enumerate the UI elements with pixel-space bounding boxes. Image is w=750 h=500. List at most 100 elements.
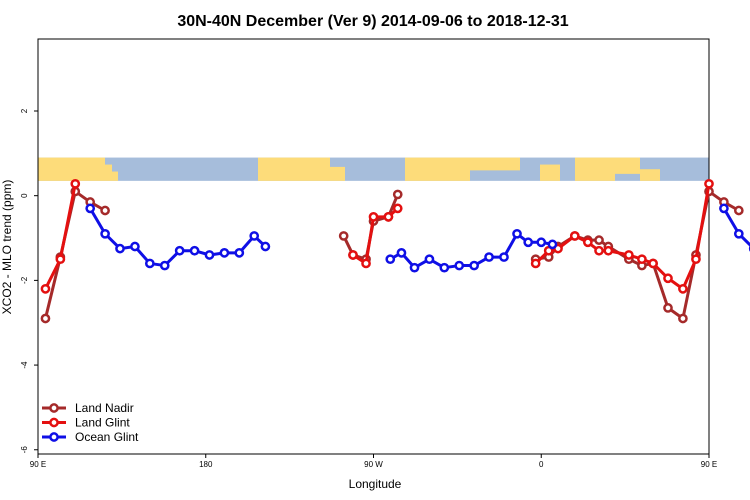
data-point: [219, 248, 230, 258]
series-line: [44, 183, 77, 290]
data-point: [648, 258, 658, 269]
series-line: [535, 189, 740, 320]
data-point: [234, 248, 245, 258]
data-point: [582, 237, 593, 248]
data-point: [392, 203, 403, 214]
data-point: [409, 262, 420, 273]
data-point: [469, 260, 479, 271]
data-point: [719, 203, 729, 214]
legend-item: Land Nadir: [42, 401, 134, 415]
data-point: [624, 250, 634, 260]
data-point: [70, 178, 81, 189]
map-land: [575, 157, 615, 181]
data-point: [499, 252, 509, 262]
data-point: [663, 273, 673, 284]
data-point: [338, 231, 349, 241]
legend-label: Ocean Glint: [75, 430, 139, 444]
data-point: [40, 283, 51, 294]
data-point: [663, 303, 673, 313]
y-axis: 2 0 -2 -4 -6: [20, 108, 38, 453]
series-ocean-glint: [85, 203, 750, 273]
data-point: [637, 254, 647, 265]
data-point: [159, 260, 170, 271]
y-tick-label: -2: [20, 276, 29, 284]
data-point: [130, 241, 140, 252]
data-point: [678, 283, 688, 294]
data-point: [100, 205, 110, 216]
data-point: [361, 258, 371, 269]
data-point: [385, 254, 396, 265]
series-line: [43, 189, 106, 319]
map-land: [470, 157, 520, 171]
data-point: [249, 231, 260, 241]
legend-marker: [49, 417, 59, 428]
data-point: [115, 243, 125, 254]
chart-title: 30N-40N December (Ver 9) 2014-09-06 to 2…: [177, 13, 568, 30]
data-point: [40, 313, 51, 324]
map-land: [540, 164, 560, 181]
data-point: [512, 228, 522, 239]
map-land: [105, 164, 112, 181]
x-tick-label: 90 W: [364, 460, 383, 469]
data-point: [733, 205, 744, 216]
data-point: [733, 228, 744, 239]
map-land: [330, 166, 345, 181]
data-point: [536, 237, 547, 248]
legend-item: Ocean Glint: [42, 430, 139, 444]
data-point: [704, 178, 714, 189]
x-tick-label: 90 E: [30, 460, 46, 469]
x-tick-label: 0: [539, 460, 544, 469]
data-point: [603, 245, 614, 256]
legend-label: Land Glint: [75, 416, 130, 430]
legend-label: Land Nadir: [75, 401, 134, 415]
y-tick-label: -6: [20, 446, 29, 454]
data-point: [547, 239, 558, 250]
data-point: [204, 250, 215, 260]
x-axis-label: Longitude: [349, 477, 402, 491]
y-tick-label: -4: [20, 361, 29, 369]
data-point: [569, 231, 580, 241]
legend-marker: [49, 403, 59, 413]
data-point: [100, 228, 110, 239]
data-point: [368, 212, 379, 222]
legend-marker: [49, 432, 59, 442]
data-point: [691, 254, 701, 265]
data-point: [439, 262, 450, 273]
y-axis-label: XCO2 - MLO trend (ppm): [0, 180, 14, 315]
data-point: [424, 254, 435, 265]
data-point: [678, 313, 688, 324]
series-layer: [40, 178, 750, 324]
map-land: [405, 157, 470, 181]
data-point: [55, 254, 66, 265]
series-line: [722, 207, 750, 248]
y-tick-label: 0: [20, 193, 29, 198]
data-point: [594, 235, 604, 245]
legend-item: Land Glint: [42, 416, 130, 430]
data-point: [392, 189, 403, 200]
series-line: [534, 183, 711, 291]
map-land: [615, 157, 640, 174]
data-point: [484, 252, 494, 262]
data-point: [594, 245, 604, 256]
map-land: [38, 157, 105, 181]
data-point: [189, 245, 200, 256]
series-land-glint: [40, 178, 714, 294]
data-point: [260, 241, 271, 252]
data-point: [348, 250, 358, 260]
map-strip: [38, 157, 709, 181]
x-axis: 90 E 180 90 W 0 90 E: [30, 454, 717, 469]
data-point: [383, 212, 394, 222]
data-point: [144, 258, 155, 269]
data-point: [523, 237, 534, 248]
data-point: [396, 248, 407, 258]
data-point: [454, 260, 465, 271]
map-land: [112, 171, 118, 181]
x-tick-label: 180: [199, 460, 213, 469]
map-land: [640, 169, 660, 181]
data-point: [85, 203, 96, 214]
x-tick-label: 90 E: [701, 460, 717, 469]
y-tick-label: 2: [20, 108, 29, 113]
data-point: [530, 258, 541, 269]
